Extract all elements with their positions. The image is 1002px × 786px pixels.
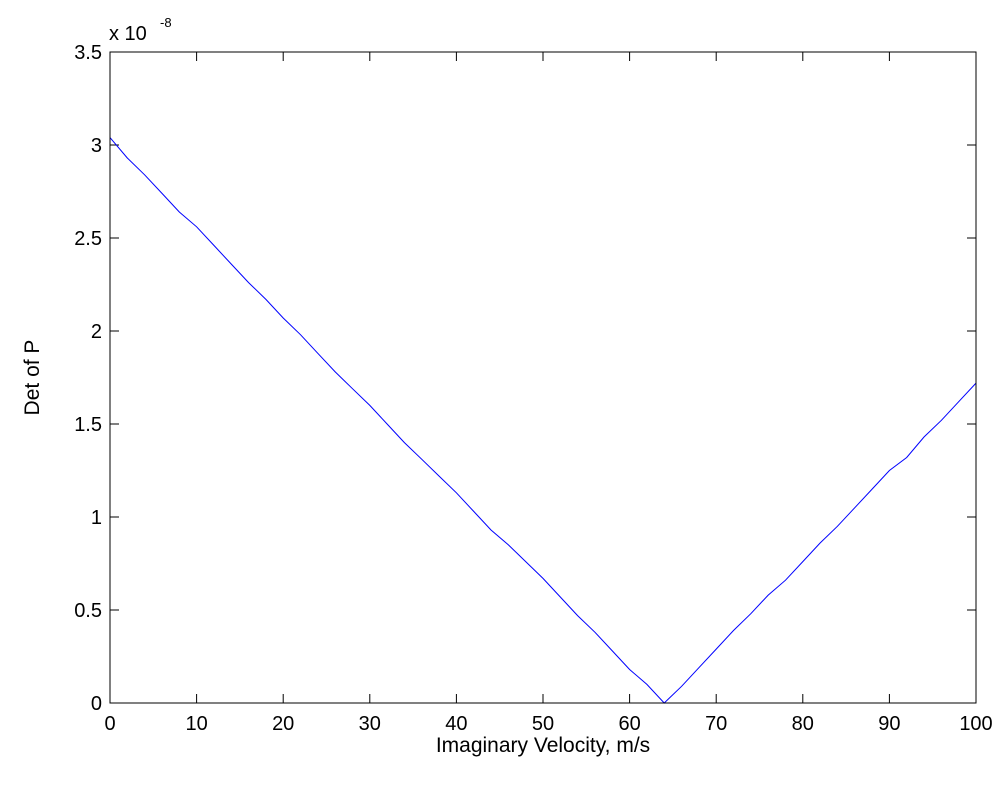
y-tick-label: 1.5 bbox=[74, 414, 102, 436]
y-tick-label: 3 bbox=[91, 135, 102, 157]
x-tick-labels: 0 10 20 30 40 50 60 70 80 90 100 bbox=[104, 713, 992, 735]
plot-area bbox=[110, 52, 976, 703]
x-tick-label: 20 bbox=[272, 713, 294, 735]
y-tick-labels: 0 0.5 1 1.5 2 2.5 3 3.5 bbox=[74, 42, 102, 715]
y-tick-label: 0.5 bbox=[74, 600, 102, 622]
y-axis-title: Det of P bbox=[21, 340, 44, 416]
x-tick-label: 10 bbox=[185, 713, 207, 735]
y-tick-label: 2.5 bbox=[74, 228, 102, 250]
x-axis-title: Imaginary Velocity, m/s bbox=[436, 734, 650, 757]
y-tick-label: 1 bbox=[91, 507, 102, 529]
x-tick-label: 70 bbox=[705, 713, 727, 735]
x-tick-label: 0 bbox=[104, 713, 115, 735]
x-tick-label: 50 bbox=[532, 713, 554, 735]
series-group bbox=[109, 137, 977, 704]
x-tick-label: 80 bbox=[792, 713, 814, 735]
series-line-0 bbox=[109, 137, 977, 704]
y-tick-label: 0 bbox=[91, 693, 102, 715]
y-tick-label: 2 bbox=[91, 321, 102, 343]
x-tick-label: 40 bbox=[445, 713, 467, 735]
y-exponent-power: -8 bbox=[160, 15, 172, 30]
y-exponent-label: x 10 bbox=[109, 23, 147, 45]
plot-border bbox=[109, 51, 977, 704]
x-tick-label: 100 bbox=[959, 713, 992, 735]
x-tick-label: 60 bbox=[618, 713, 640, 735]
y-tick-label: 3.5 bbox=[74, 42, 102, 64]
x-tick-label: 90 bbox=[878, 713, 900, 735]
x-tick-label: 30 bbox=[359, 713, 381, 735]
